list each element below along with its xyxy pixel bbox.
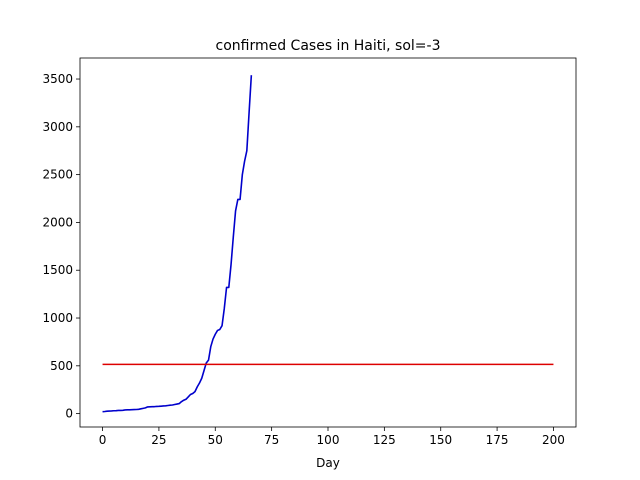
x-tick-label: 50 (208, 433, 223, 447)
x-tick-label: 0 (99, 433, 107, 447)
y-tick-label: 1500 (42, 263, 73, 277)
x-tick-label: 125 (373, 433, 396, 447)
plot-area: 0 25 50 75 100 125 150 175 200050010001500200025… (42, 57, 577, 447)
y-tick-label: 0 (65, 407, 73, 421)
x-tick-label: 100 (317, 433, 340, 447)
y-tick-label: 2000 (42, 215, 73, 229)
x-tick-label: 25 (151, 433, 166, 447)
y-tick-label: 1000 (42, 311, 73, 325)
x-tick-label: 175 (486, 433, 509, 447)
x-axis-label: Day (316, 456, 340, 470)
x-tick-label: 75 (264, 433, 279, 447)
y-tick-label: 500 (50, 359, 73, 373)
y-tick-label: 2500 (42, 168, 73, 182)
x-tick-label: 150 (429, 433, 452, 447)
x-tick-label: 200 (542, 433, 565, 447)
y-tick-label: 3000 (42, 120, 73, 134)
y-tick-label: 3500 (42, 72, 73, 86)
series-line-0 (102, 75, 253, 413)
chart-title: confirmed Cases in Haiti, sol=-3 (216, 38, 441, 54)
